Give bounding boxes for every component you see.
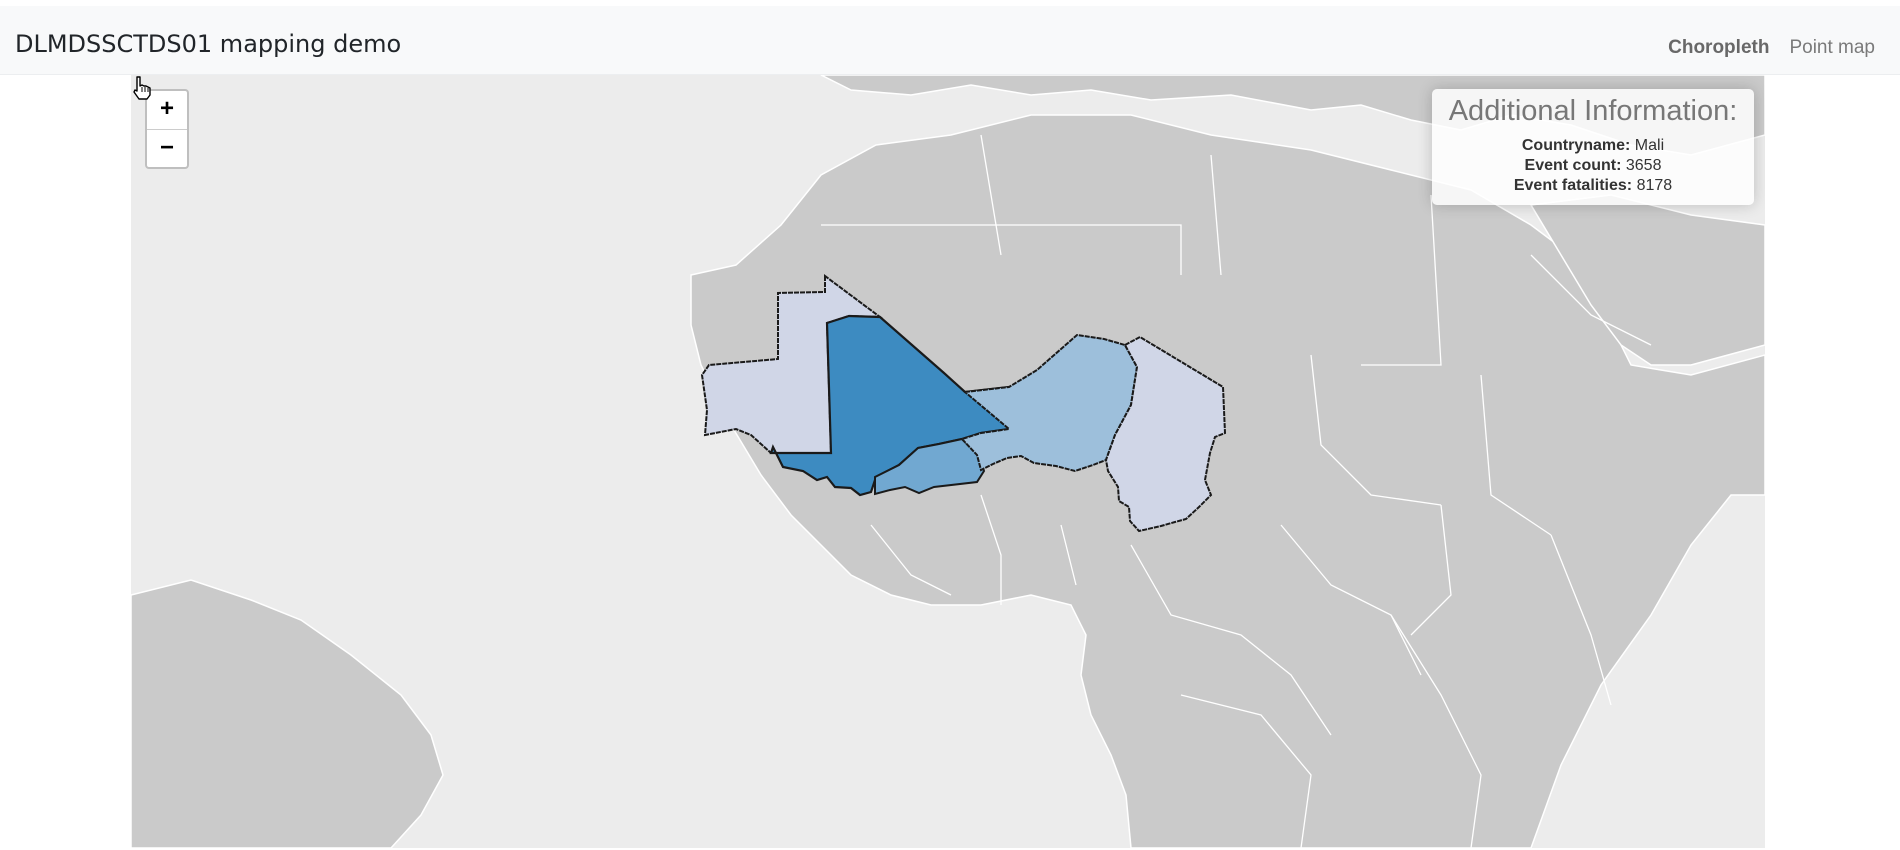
land-south-america [131, 579, 444, 848]
zoom-control: + − [145, 89, 189, 169]
info-fatalities-row: Event fatalities: 8178 [1432, 176, 1754, 196]
zoom-out-button[interactable]: − [159, 134, 174, 161]
info-fatalities-label: Event fatalities: [1513, 177, 1633, 194]
country-chad[interactable] [1104, 335, 1227, 533]
nav-choropleth-link[interactable]: Choropleth [1668, 37, 1770, 58]
info-count-row: Event count: 3658 [1432, 156, 1754, 176]
land-arabia [1529, 194, 1765, 366]
info-count-label: Event count: [1524, 157, 1622, 174]
info-country-value: Mali [1634, 137, 1665, 154]
choropleth-layer[interactable] [700, 274, 1227, 533]
nav-point-map-link[interactable]: Point map [1789, 37, 1875, 58]
map-container[interactable]: + − Additional Information: Countryname:… [131, 75, 1765, 848]
land-africa [690, 114, 1765, 848]
navbar: DLMDSSCTDS01 mapping demo Choropleth Poi… [0, 6, 1900, 75]
info-title: Additional Information: [1448, 95, 1738, 127]
country-niger[interactable] [960, 333, 1139, 473]
nav-links: Choropleth Point map [1668, 37, 1875, 59]
info-count-value: 3658 [1625, 157, 1662, 174]
info-country-row: Countryname: Mali [1432, 136, 1754, 156]
zoom-in-button[interactable]: + [147, 91, 187, 130]
info-country-label: Countryname: [1521, 137, 1631, 154]
brand-title[interactable]: DLMDSSCTDS01 mapping demo [15, 30, 402, 58]
info-panel: Additional Information: Countryname: Mal… [1432, 89, 1754, 205]
info-fatalities-value: 8178 [1636, 177, 1673, 194]
country-borders [821, 134, 1652, 848]
hand-pointer-cursor-icon [133, 76, 151, 100]
